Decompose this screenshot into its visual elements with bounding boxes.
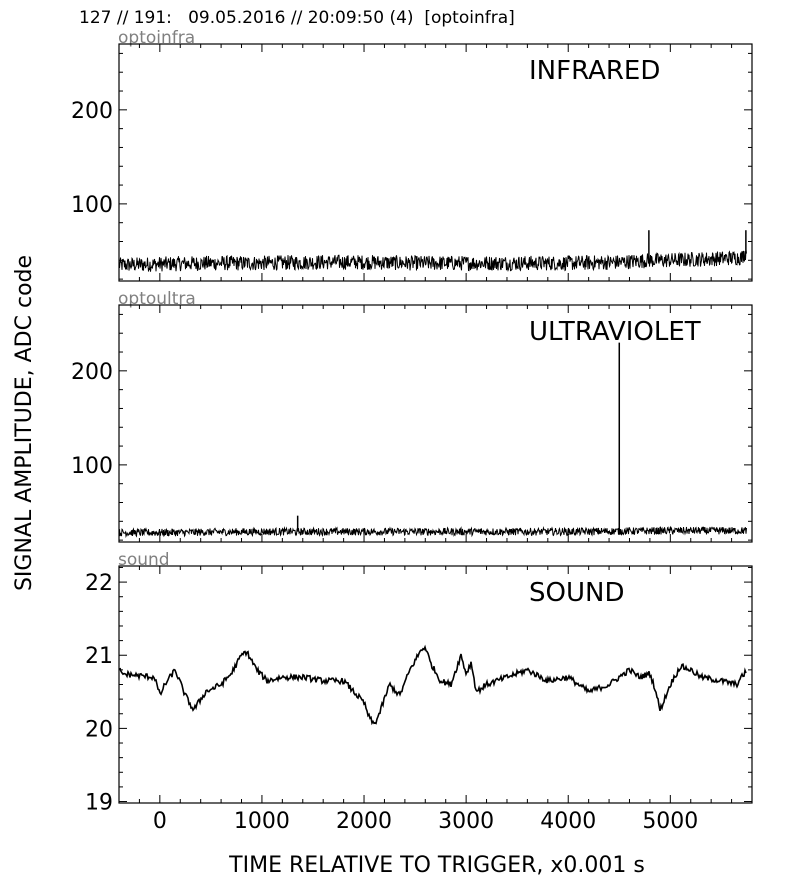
plot-frame bbox=[118, 43, 753, 282]
y-tick-label: 200 bbox=[71, 99, 113, 124]
panel-title: INFRARED bbox=[529, 56, 660, 86]
y-tick-label: 100 bbox=[71, 193, 113, 218]
y-tick-label: 20 bbox=[85, 717, 113, 742]
figure-header: 127 // 191: 09.05.2016 // 20:09:50 (4) [… bbox=[79, 8, 515, 28]
y-tick-label: 22 bbox=[85, 571, 113, 596]
series-line bbox=[118, 249, 747, 272]
channel-label: optoinfra bbox=[118, 28, 195, 48]
series-line bbox=[119, 644, 747, 726]
x-tick-label: 5000 bbox=[642, 809, 698, 834]
x-tick-label: 4000 bbox=[540, 809, 596, 834]
series-line bbox=[118, 525, 747, 539]
y-tick-label: 19 bbox=[85, 791, 113, 816]
panel-title: SOUND bbox=[529, 578, 624, 608]
x-tick-label: 3000 bbox=[438, 809, 494, 834]
y-tick-label: 200 bbox=[71, 360, 113, 385]
plot-frame bbox=[118, 565, 753, 804]
x-tick-label: 0 bbox=[153, 809, 167, 834]
channel-label: sound bbox=[118, 550, 170, 570]
channel-label: optoultra bbox=[118, 289, 196, 309]
x-tick-label: 1000 bbox=[234, 809, 290, 834]
x-axis-label: TIME RELATIVE TO TRIGGER, x0.001 s bbox=[228, 853, 645, 878]
y-tick-label: 21 bbox=[85, 644, 113, 669]
panel-title: ULTRAVIOLET bbox=[529, 317, 701, 347]
y-axis-label: SIGNAL AMPLITUDE, ADC code bbox=[12, 255, 37, 591]
y-tick-label: 100 bbox=[71, 454, 113, 479]
x-tick-label: 2000 bbox=[336, 809, 392, 834]
plot-frame bbox=[118, 304, 753, 543]
